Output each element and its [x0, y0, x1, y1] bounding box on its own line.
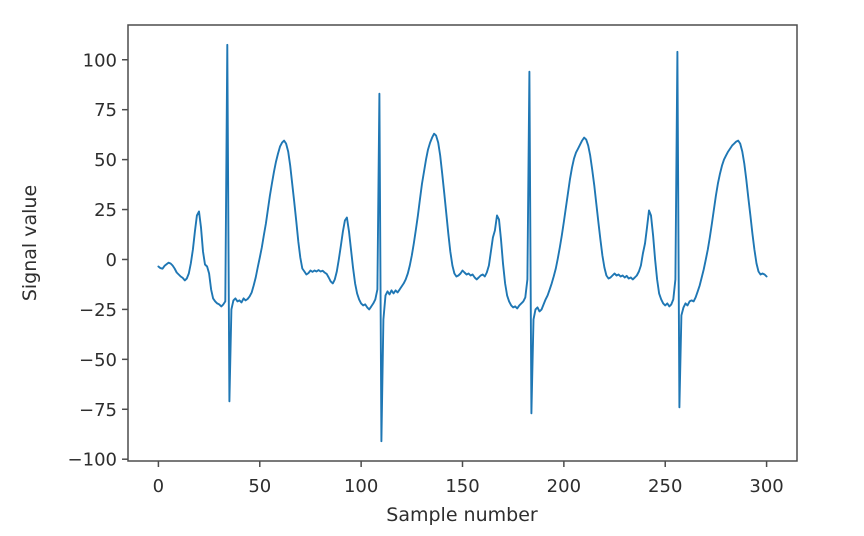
y-tick-label: 25 [94, 200, 117, 221]
y-tick-label: −100 [68, 450, 117, 471]
signal-line [157, 43, 768, 443]
y-tick-label: −75 [79, 400, 117, 421]
x-tick-label: 100 [344, 476, 378, 497]
y-axis-label: Signal value [19, 185, 41, 301]
plot-area: 0 50 100 150 200 250 300 −100 −75 −50 −25 0 25 50 75 10… [68, 24, 798, 497]
x-tick-label: 300 [749, 476, 783, 497]
y-tick-label: −25 [79, 300, 117, 321]
y-tick-label: 0 [106, 250, 117, 271]
x-tick-label: 150 [445, 476, 479, 497]
y-tick-label: −50 [79, 350, 117, 371]
x-tick-label: 250 [648, 476, 682, 497]
x-tick-label: 200 [547, 476, 581, 497]
y-tick-label: 100 [83, 50, 117, 71]
x-tick-label: 50 [248, 476, 271, 497]
y-tick-label: 75 [94, 100, 117, 121]
x-axis-label: Sample number [386, 504, 538, 526]
x-tick-label: 0 [153, 476, 164, 497]
y-tick-label: 50 [94, 150, 117, 171]
